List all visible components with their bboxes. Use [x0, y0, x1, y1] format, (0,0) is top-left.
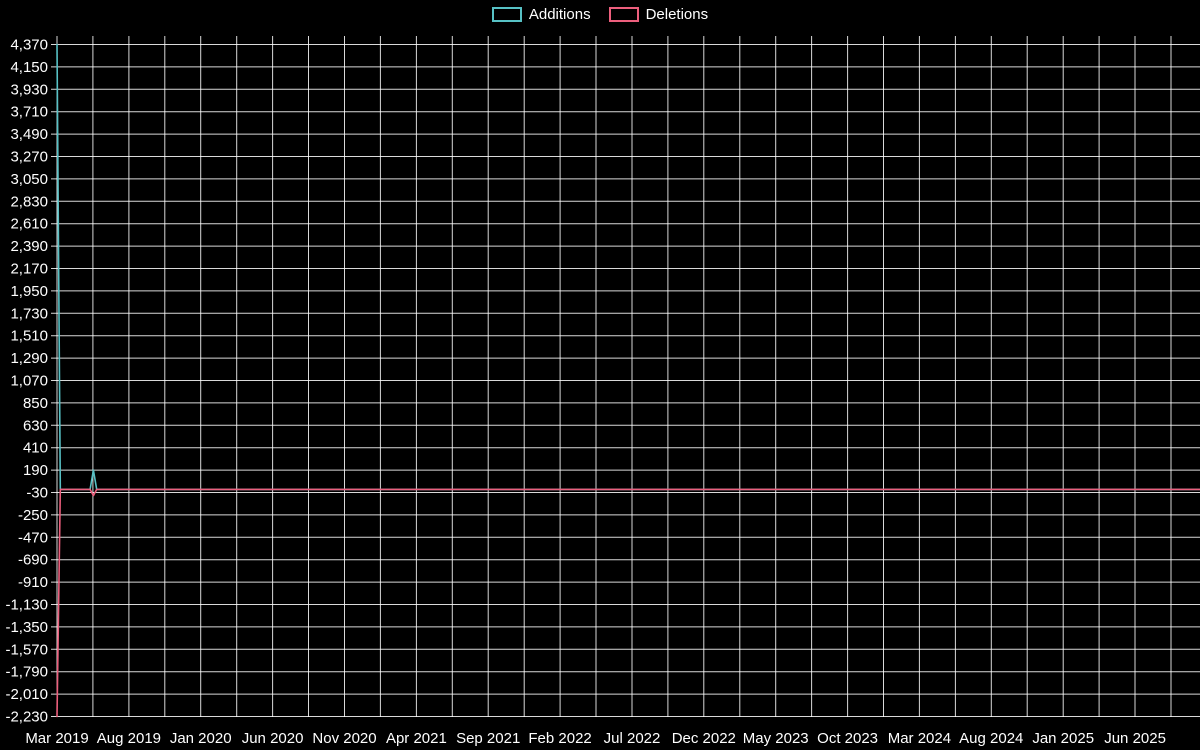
y-axis-tick-label: 3,490	[10, 126, 48, 143]
y-axis-tick-label: -2,010	[5, 686, 48, 703]
y-axis-tick-label: -910	[18, 574, 48, 591]
x-axis-tick-label: Jan 2020	[170, 730, 232, 747]
y-axis-tick-label: -250	[18, 507, 48, 524]
y-axis-tick-label: 1,510	[10, 328, 48, 345]
y-axis-tick-label: 2,610	[10, 216, 48, 233]
y-axis-tick-label: -1,570	[5, 641, 48, 658]
y-axis-tick-label: 2,170	[10, 261, 48, 278]
y-axis-tick-label: -2,230	[5, 709, 48, 726]
y-axis-tick-label: -1,790	[5, 664, 48, 681]
x-axis-tick-label: Jun 2025	[1104, 730, 1166, 747]
legend-item-additions[interactable]: Additions	[491, 6, 591, 23]
y-axis-tick-label: 1,950	[10, 283, 48, 300]
x-axis-tick-label: Jan 2025	[1032, 730, 1094, 747]
x-axis-tick-label: Jun 2020	[242, 730, 304, 747]
y-axis-tick-label: 4,150	[10, 59, 48, 76]
y-axis-tick-label: 630	[23, 417, 48, 434]
y-axis-tick-label: -690	[18, 552, 48, 569]
y-axis-tick-label: 2,390	[10, 238, 48, 255]
additions-swatch-icon	[491, 7, 522, 22]
y-axis-tick-label: -1,130	[5, 597, 48, 614]
y-axis-tick-label: 1,290	[10, 350, 48, 367]
deletions-swatch-icon	[608, 7, 639, 22]
x-axis-tick-label: Mar 2019	[25, 730, 88, 747]
legend-label-additions: Additions	[528, 6, 591, 23]
series-line-deletions	[56, 488, 1200, 718]
x-axis-tick-label: Feb 2022	[528, 730, 591, 747]
y-axis-tick-label: 3,930	[10, 81, 48, 98]
x-axis-tick-label: Aug 2024	[959, 730, 1023, 747]
x-axis-tick-label: Dec 2022	[672, 730, 736, 747]
x-axis-tick-label: Nov 2020	[312, 730, 376, 747]
y-axis-tick-label: 3,270	[10, 149, 48, 166]
legend-label-deletions: Deletions	[645, 6, 709, 23]
y-axis-tick-label: 190	[23, 462, 48, 479]
y-axis-tick-label: 1,070	[10, 373, 48, 390]
x-axis-tick-label: Aug 2019	[97, 730, 161, 747]
y-axis-tick-label: 850	[23, 395, 48, 412]
y-axis-tick-label: 1,730	[10, 305, 48, 322]
y-axis-tick-label: 2,830	[10, 193, 48, 210]
x-axis-tick-label: Oct 2023	[817, 730, 878, 747]
legend-item-deletions[interactable]: Deletions	[608, 6, 709, 23]
y-axis-tick-label: 3,050	[10, 171, 48, 188]
chart-legend: Additions Deletions	[0, 7, 1200, 22]
y-axis-tick-label: 410	[23, 440, 48, 457]
y-axis-tick-label: -470	[18, 529, 48, 546]
x-axis-tick-label: Mar 2024	[888, 730, 951, 747]
x-axis-tick-label: May 2023	[743, 730, 809, 747]
y-axis-tick-label: -30	[26, 485, 48, 502]
x-axis-tick-label: Apr 2021	[386, 730, 447, 747]
y-axis-tick-label: 4,370	[10, 37, 48, 54]
y-axis-tick-label: 3,710	[10, 104, 48, 121]
x-axis-tick-label: Jul 2022	[604, 730, 661, 747]
y-axis-tick-label: -1,350	[5, 619, 48, 636]
x-axis-tick-label: Sep 2021	[456, 730, 520, 747]
